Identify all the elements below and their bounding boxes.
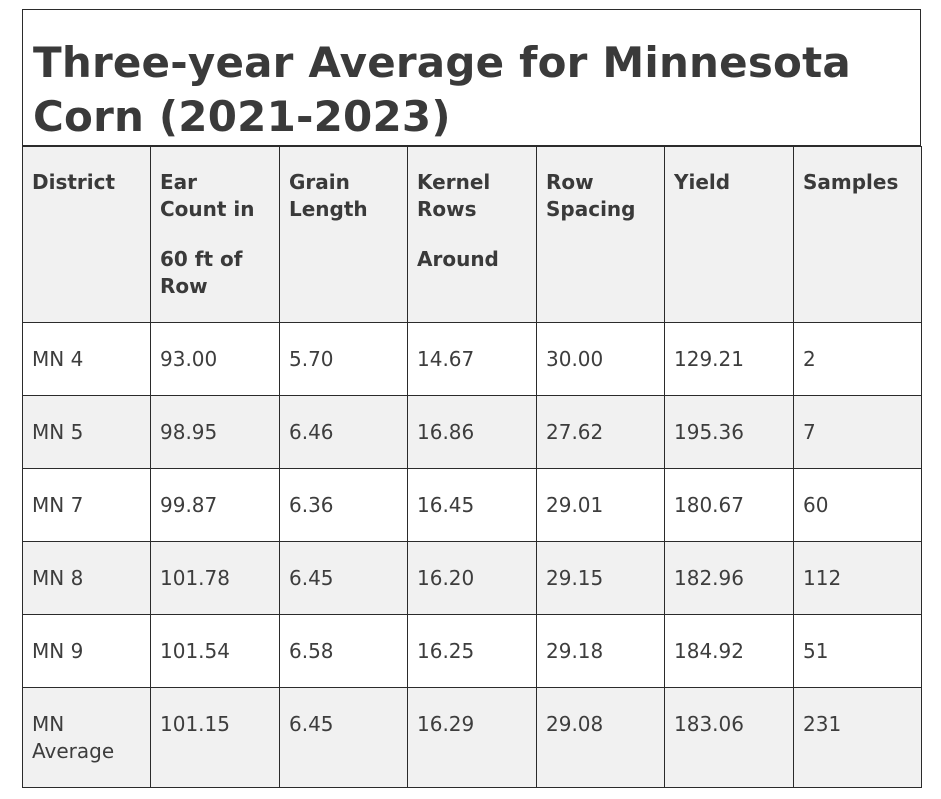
- cell-district: MN 4: [22, 322, 151, 396]
- cell-district: MN 7: [22, 468, 151, 542]
- header-kernel-rows: Kernel Rows Around: [407, 146, 537, 323]
- cell-yield: 129.21: [664, 322, 794, 396]
- table-row: MN 9 101.54 6.58 16.25 29.18 184.92 51: [22, 614, 922, 688]
- header-line: Samples: [803, 170, 899, 194]
- cell-samples: 7: [793, 395, 922, 469]
- cell-ear-count: 101.15: [150, 687, 280, 788]
- cell-kernel-rows: 16.25: [407, 614, 537, 688]
- table-row: MN 7 99.87 6.36 16.45 29.01 180.67 60: [22, 468, 922, 542]
- cell-samples: 60: [793, 468, 922, 542]
- cell-samples: 231: [793, 687, 922, 788]
- cell-grain-length: 6.45: [279, 687, 408, 788]
- cell-ear-count: 93.00: [150, 322, 280, 396]
- cell-grain-length: 6.58: [279, 614, 408, 688]
- header-line: 60 ft of: [160, 247, 243, 271]
- cell-row-spacing: 29.18: [536, 614, 665, 688]
- cell-samples: 51: [793, 614, 922, 688]
- table-row: MN 5 98.95 6.46 16.86 27.62 195.36 7: [22, 395, 922, 469]
- cell-samples: 112: [793, 541, 922, 615]
- table-container: Three-year Average for Minnesota Corn (2…: [22, 9, 922, 788]
- header-grain-length: Grain Length: [279, 146, 408, 323]
- header-line: District: [32, 170, 116, 194]
- cell-row-spacing: 30.00: [536, 322, 665, 396]
- cell-ear-count: 99.87: [150, 468, 280, 542]
- cell-yield: 182.96: [664, 541, 794, 615]
- header-line: Kernel: [417, 170, 491, 194]
- cell-ear-count: 101.54: [150, 614, 280, 688]
- header-line: Ear: [160, 170, 198, 194]
- paragraph-gap: [417, 223, 530, 246]
- header-line: Length: [289, 197, 368, 221]
- cell-kernel-rows: 16.20: [407, 541, 537, 615]
- header-line: Row: [160, 274, 208, 298]
- header-district: District: [22, 146, 151, 323]
- header-samples: Samples: [793, 146, 922, 323]
- header-line: Yield: [674, 170, 731, 194]
- cell-ear-count: 101.78: [150, 541, 280, 615]
- cell-samples: 2: [793, 322, 922, 396]
- header-yield: Yield: [664, 146, 794, 323]
- cell-kernel-rows: 14.67: [407, 322, 537, 396]
- cell-row-spacing: 29.15: [536, 541, 665, 615]
- table-title: Three-year Average for Minnesota Corn (2…: [33, 38, 851, 141]
- header-line: Grain: [289, 170, 350, 194]
- table-row: MN 8 101.78 6.45 16.20 29.15 182.96 112: [22, 541, 922, 615]
- cell-row-spacing: 29.08: [536, 687, 665, 788]
- cell-kernel-rows: 16.29: [407, 687, 537, 788]
- header-line: Row: [546, 170, 594, 194]
- cell-grain-length: 6.36: [279, 468, 408, 542]
- paragraph-gap: [160, 223, 273, 246]
- cell-kernel-rows: 16.45: [407, 468, 537, 542]
- cell-kernel-rows: 16.86: [407, 395, 537, 469]
- header-line: Spacing: [546, 197, 636, 221]
- cell-row-spacing: 27.62: [536, 395, 665, 469]
- header-row-spacing: Row Spacing: [536, 146, 665, 323]
- header-line: Count in: [160, 197, 255, 221]
- cell-grain-length: 5.70: [279, 322, 408, 396]
- cell-yield: 180.67: [664, 468, 794, 542]
- table-row: MN 4 93.00 5.70 14.67 30.00 129.21 2: [22, 322, 922, 396]
- header-line: Rows: [417, 197, 477, 221]
- cell-yield: 183.06: [664, 687, 794, 788]
- cell-grain-length: 6.46: [279, 395, 408, 469]
- cell-ear-count: 98.95: [150, 395, 280, 469]
- table-row-average: MN Average 101.15 6.45 16.29 29.08 183.0…: [22, 687, 922, 788]
- cell-row-spacing: 29.01: [536, 468, 665, 542]
- cell-yield: 195.36: [664, 395, 794, 469]
- header-ear-count: Ear Count in 60 ft of Row: [150, 146, 280, 323]
- header-line: Around: [417, 247, 499, 271]
- cell-district: MN 8: [22, 541, 151, 615]
- cell-yield: 184.92: [664, 614, 794, 688]
- cell-grain-length: 6.45: [279, 541, 408, 615]
- table-caption: Three-year Average for Minnesota Corn (2…: [23, 10, 920, 146]
- header-row: District Ear Count in 60 ft of Row Grain…: [22, 146, 922, 323]
- cell-district: MN 5: [22, 395, 151, 469]
- cell-district: MN 9: [22, 614, 151, 688]
- corn-average-table: District Ear Count in 60 ft of Row Grain…: [22, 146, 922, 788]
- cell-district: MN Average: [22, 687, 151, 788]
